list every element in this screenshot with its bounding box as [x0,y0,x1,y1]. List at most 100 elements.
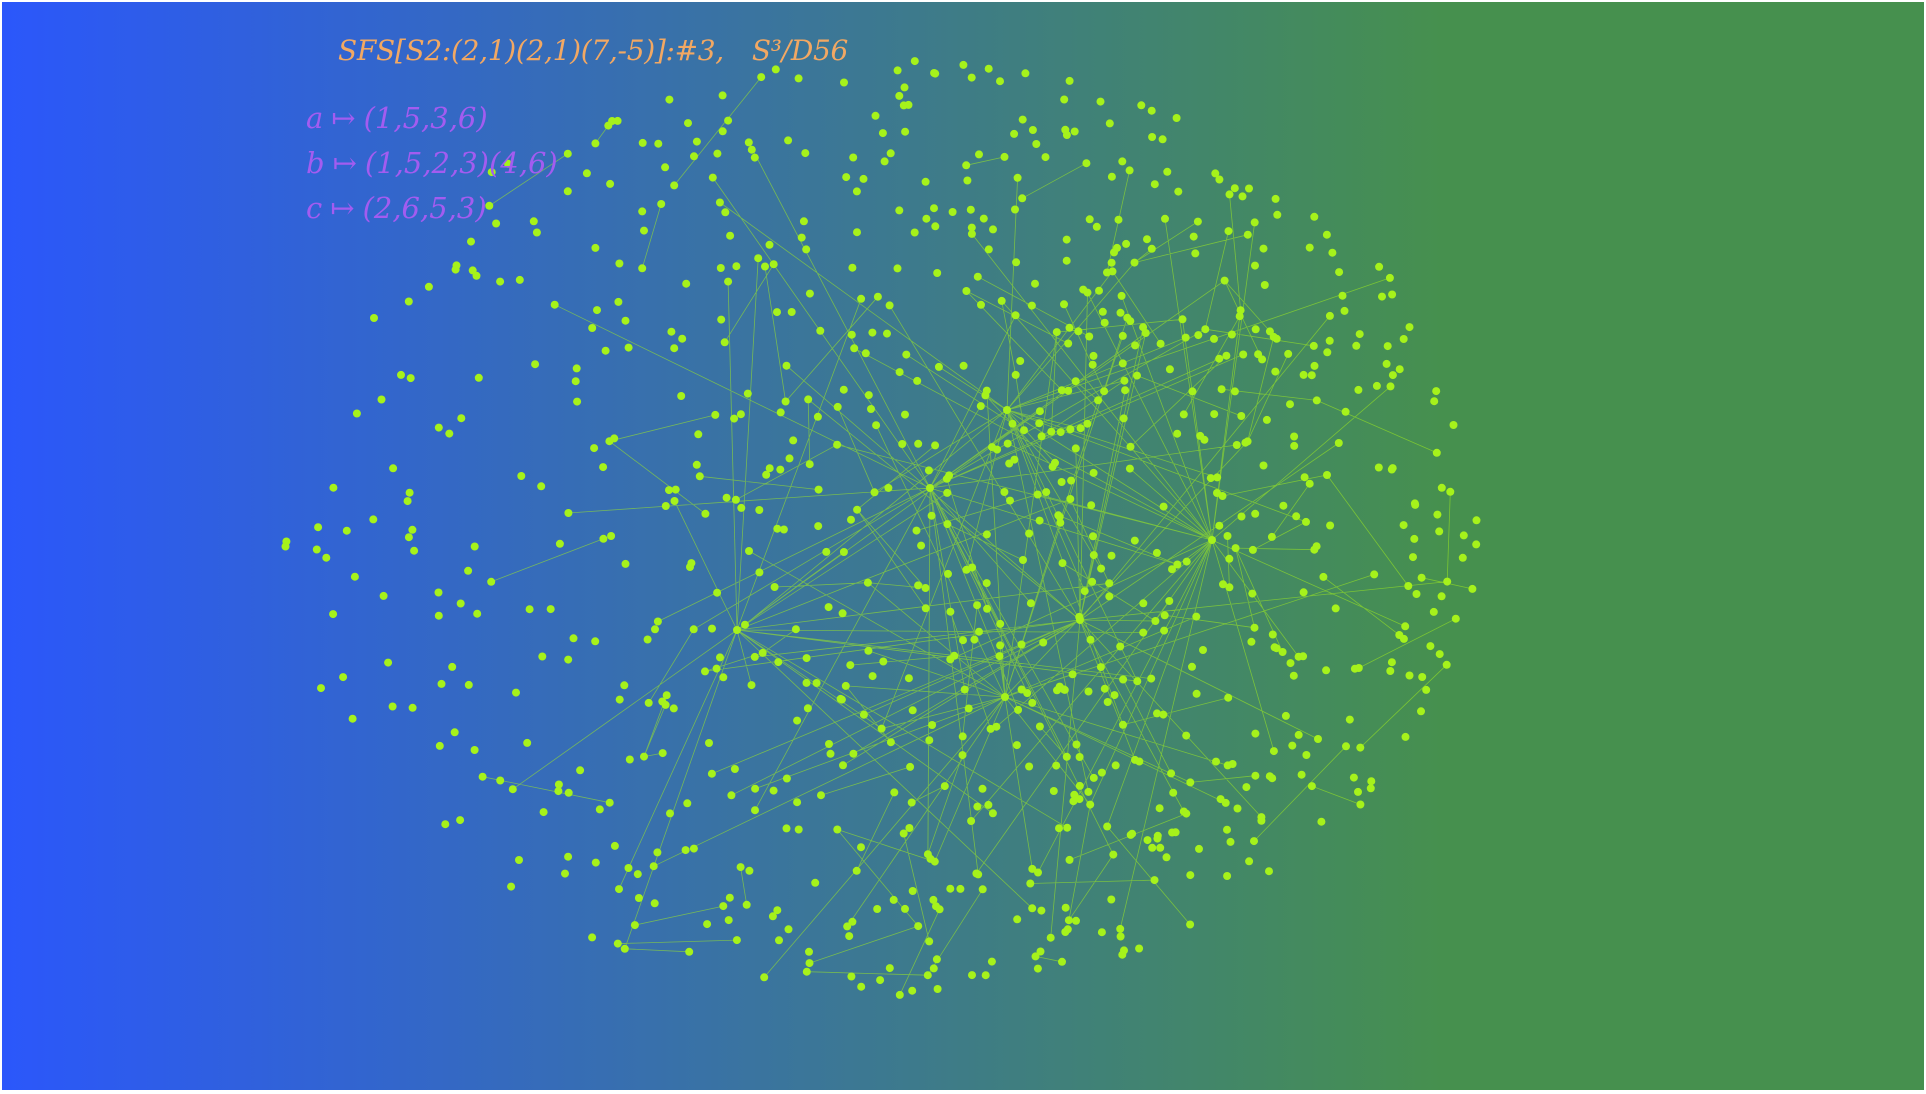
graph-node [1155,804,1164,813]
graph-node [943,488,952,497]
graph-node [908,887,917,895]
graph-node [348,714,357,723]
graph-node [1003,406,1011,414]
graph-node [1017,640,1026,649]
graph-node [523,738,532,747]
graph-node [1135,944,1144,953]
graph-node [1167,769,1176,778]
graph-node [744,138,753,147]
graph-node [657,200,666,208]
graph-node [755,506,764,514]
graph-node [1152,548,1161,557]
graph-node [847,515,855,524]
graph-node [962,565,971,574]
graph-node [1147,244,1156,253]
graph-node [1116,642,1125,651]
graph-node [1279,501,1288,510]
graph-node [995,652,1004,661]
graph-node [814,485,823,494]
graph-node [873,292,882,301]
graph-node [1013,915,1022,924]
graph-node [1173,429,1182,438]
graph-node [561,869,569,878]
graph-node [769,786,778,795]
graph-node [1126,442,1135,451]
graph-node [1410,534,1419,543]
graph-node [1367,777,1376,786]
graph-node [1217,385,1226,394]
graph-node [1107,172,1116,181]
graph-node [1119,720,1127,729]
graph-node [667,327,676,336]
graph-node [1388,464,1397,473]
graph-node [1284,349,1293,358]
graph-node [621,559,630,568]
graph-node [885,301,894,310]
graph-node [1052,328,1061,337]
graph-node [607,532,616,540]
graph-node [833,825,842,834]
graph-node [496,776,505,785]
graph-node [1062,256,1071,265]
graph-node [933,985,942,993]
graph-node [1025,762,1034,771]
graph-node [630,921,639,930]
graph-node [805,947,813,956]
graph-node [784,136,793,145]
graph-node [1072,916,1080,925]
graph-node [1010,129,1019,138]
graph-node [640,752,648,761]
graph-node [487,577,496,586]
graph-node [1017,685,1026,694]
graph-node [932,955,941,964]
graph-node [840,78,848,87]
graph-node [933,269,942,277]
graph-node [973,802,982,811]
graph-node [329,483,338,492]
graph-node [1053,686,1061,695]
graph-node [1430,397,1439,406]
graph-node [1016,357,1025,365]
graph-node [1262,415,1271,424]
graph-node [601,346,610,355]
graph-node [1213,473,1222,482]
graph-node [712,664,721,673]
graph-node [1107,258,1116,267]
graph-node [1074,327,1083,336]
graph-node [615,259,624,268]
graph-node [956,884,965,893]
generator-a: a ↦ (1,5,3,6) [306,96,558,141]
graph-node [450,728,459,737]
graph-node [1294,730,1303,739]
graph-node [1388,371,1397,380]
graph-node [478,772,487,781]
graph-node [802,245,811,254]
graph-node [508,785,517,794]
graph-node [1289,671,1298,680]
graph-node [708,173,717,182]
graph-node [895,990,904,999]
graph-node [1147,674,1156,683]
graph-node [1066,495,1075,503]
graph-node [725,893,734,902]
graph-node [599,534,608,543]
graph-node [921,177,930,186]
graph-node [1062,752,1071,761]
graph-node [931,222,940,231]
graph-node [816,326,825,335]
graph-node [1189,232,1198,241]
graph-node [1109,850,1118,859]
graph-node [1019,556,1027,564]
graph-node [1110,248,1118,257]
graph-node [782,774,791,783]
graph-node [1120,376,1129,385]
graph-node [890,788,899,797]
graph-node [719,902,728,911]
graph-node [1325,336,1334,345]
graph-node [695,472,704,481]
graph-node [1409,553,1417,562]
graph-node [943,520,952,529]
graph-node [1227,330,1236,339]
graph-node [456,599,465,608]
graph-node [1323,471,1331,479]
